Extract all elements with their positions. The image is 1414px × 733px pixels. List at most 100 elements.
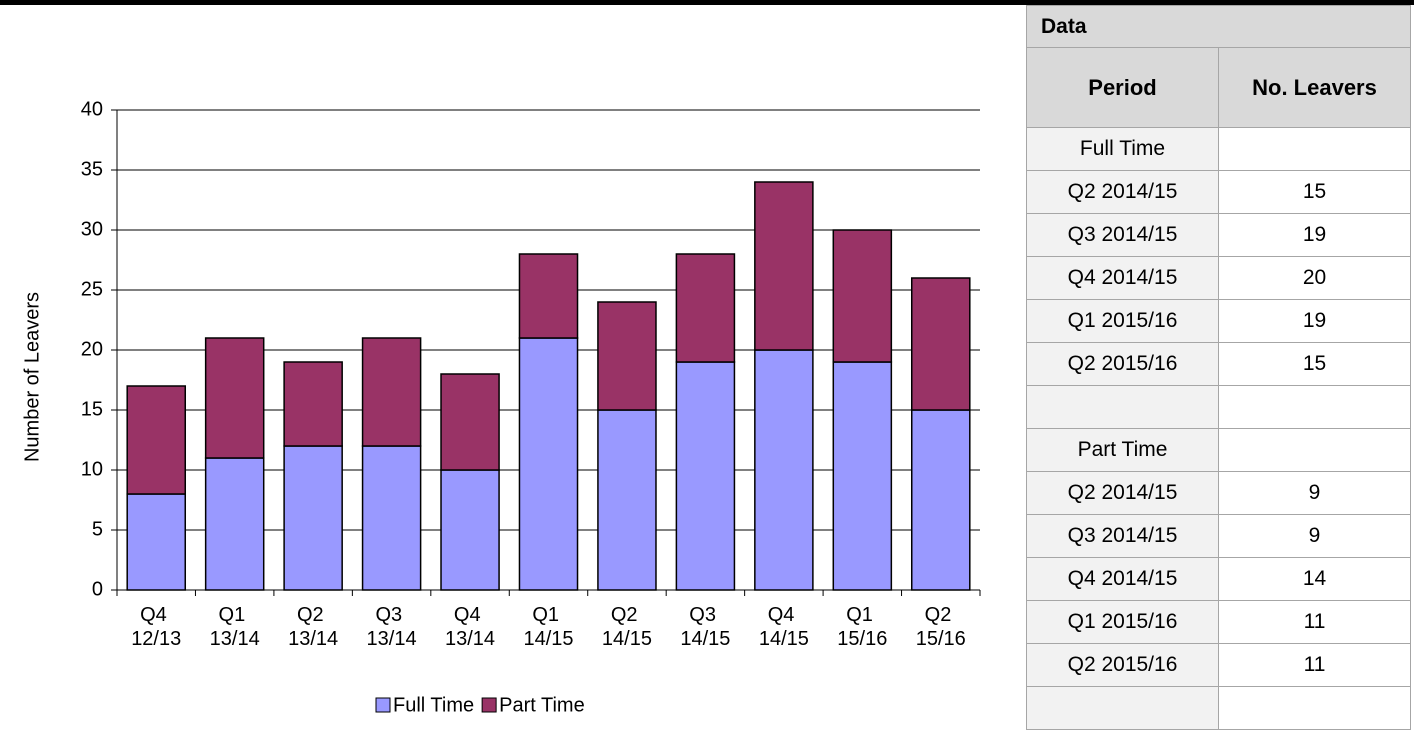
column-header: Period	[1026, 47, 1219, 128]
bar-segment	[518, 337, 579, 591]
x-tick-label-line: Q1	[846, 604, 878, 626]
bar-segment	[440, 373, 500, 471]
table-row: Q4 2014/15 20	[1026, 256, 1411, 300]
table-header-row: Period No. Leavers	[1026, 47, 1411, 128]
x-tick-label-line: Q2	[611, 604, 643, 626]
y-tick-label: 35	[81, 158, 103, 180]
x-tick-label: Q1 15/16	[837, 604, 887, 650]
bar-segment	[910, 277, 971, 411]
x-tick-label: Q2 15/16	[916, 604, 966, 650]
bar-segment	[597, 301, 657, 411]
bar-segment	[204, 457, 265, 591]
chart: Number of Leavers 0 5 10 15 20 25 30 35 40 Q4 12/…	[21, 98, 981, 716]
table-title-row: Data	[1026, 5, 1411, 48]
bar-segment	[597, 409, 657, 591]
y-tick-label: 5	[92, 518, 103, 540]
x-tick-label-line: 13/14	[367, 628, 417, 650]
period-cell: Part Time	[1026, 428, 1219, 472]
table-title: Data	[1026, 5, 1411, 48]
x-tick-label-line: 13/14	[210, 628, 260, 650]
period-cell: Q2 2014/15	[1026, 170, 1219, 214]
value-cell: 20	[1218, 256, 1411, 300]
y-tick-label: 30	[81, 218, 103, 240]
period-cell: Q1 2015/16	[1026, 299, 1219, 343]
period-cell: Q3 2014/15	[1026, 514, 1219, 558]
x-tick-label-line: Q2	[925, 604, 957, 626]
value-cell: 11	[1218, 643, 1411, 687]
period-cell: Q2 2015/16	[1026, 342, 1219, 386]
table-row: Part Time	[1026, 428, 1411, 472]
period-cell	[1026, 686, 1219, 730]
bar-segment	[361, 337, 422, 447]
bar-segment	[126, 385, 187, 495]
y-tick-label: 20	[81, 338, 103, 360]
y-axis-label: Number of Leavers	[21, 292, 43, 462]
x-tick-label-line: 15/16	[837, 628, 887, 650]
table-row: Q2 2014/15 15	[1026, 170, 1411, 214]
table-row: Q4 2014/15 14	[1026, 557, 1411, 601]
bar-segment	[754, 349, 814, 591]
legend-label: Part Time	[499, 694, 585, 716]
x-tick-label-line: 14/15	[680, 628, 730, 650]
x-tick-label: Q2 14/15	[602, 604, 652, 650]
x-tick-label-line: Q3	[689, 604, 721, 626]
period-cell: Q3 2014/15	[1026, 213, 1219, 257]
y-tick-label: 10	[81, 458, 103, 480]
x-tick-label-line: Q2	[297, 604, 329, 626]
legend-swatch	[481, 697, 497, 713]
x-tick-label-line: Q1	[532, 604, 564, 626]
y-tick-label: 40	[81, 98, 103, 120]
bar-segment	[675, 253, 736, 363]
x-tick-label: Q4 12/13	[131, 604, 181, 650]
y-tick-label: 0	[92, 578, 103, 600]
table-row: Q2 2015/16 11	[1026, 643, 1411, 687]
x-tick-label-line: Q3	[375, 604, 407, 626]
period-cell: Q2 2015/16	[1026, 643, 1219, 687]
x-tick-label-line: 13/14	[288, 628, 338, 650]
x-tick-label-line: 14/15	[759, 628, 809, 650]
value-cell: 15	[1218, 170, 1411, 214]
table-row: Q2 2015/16 15	[1026, 342, 1411, 386]
legend-label: Full Time	[393, 694, 474, 716]
x-tick-label: Q1 13/14	[210, 604, 260, 650]
bar-segment	[283, 361, 343, 447]
x-tick-label: Q2 13/14	[288, 604, 338, 650]
period-cell	[1026, 385, 1219, 429]
x-tick-label-line: 14/15	[602, 628, 652, 650]
bar-segment	[910, 409, 971, 591]
x-tick-label-line: 15/16	[916, 628, 966, 650]
bar-segment	[675, 361, 736, 591]
value-cell: 19	[1218, 213, 1411, 257]
y-tick-label: 15	[81, 398, 103, 420]
x-tick-label: Q1 14/15	[523, 604, 573, 650]
value-cell: 11	[1218, 600, 1411, 644]
value-cell: 14	[1218, 557, 1411, 601]
period-cell: Q4 2014/15	[1026, 557, 1219, 601]
bar-segment	[126, 493, 187, 591]
x-tick-label-line: Q4	[768, 604, 800, 626]
top-bar	[0, 0, 1414, 5]
x-tick-label: Q4 14/15	[759, 604, 809, 650]
value-cell	[1218, 385, 1411, 429]
period-cell: Full Time	[1026, 127, 1219, 171]
bar-segment	[518, 253, 579, 339]
table-row: Q3 2014/15 9	[1026, 514, 1411, 558]
bar-segment	[283, 445, 343, 591]
x-tick-label-line: Q1	[219, 604, 251, 626]
table-row: Q1 2015/16 11	[1026, 600, 1411, 644]
x-tick-label: Q3 13/14	[367, 604, 417, 650]
table-row	[1026, 686, 1411, 730]
data-table: Data Period No. Leavers Full Time Q2 2014/15…	[1026, 5, 1411, 733]
value-cell: 9	[1218, 471, 1411, 515]
value-cell: 9	[1218, 514, 1411, 558]
table-row: Full Time	[1026, 127, 1411, 171]
x-tick-label-line: 14/15	[523, 628, 573, 650]
x-tick-label-line: 13/14	[445, 628, 495, 650]
bar-segment	[832, 229, 893, 363]
table: Data Period No. Leavers Full Time Q2 2014/15…	[1026, 5, 1411, 730]
value-cell	[1218, 127, 1411, 171]
legend-swatch	[375, 697, 391, 713]
table-row: Q1 2015/16 19	[1026, 299, 1411, 343]
x-tick-label-line: 12/13	[131, 628, 181, 650]
period-cell: Q1 2015/16	[1026, 600, 1219, 644]
